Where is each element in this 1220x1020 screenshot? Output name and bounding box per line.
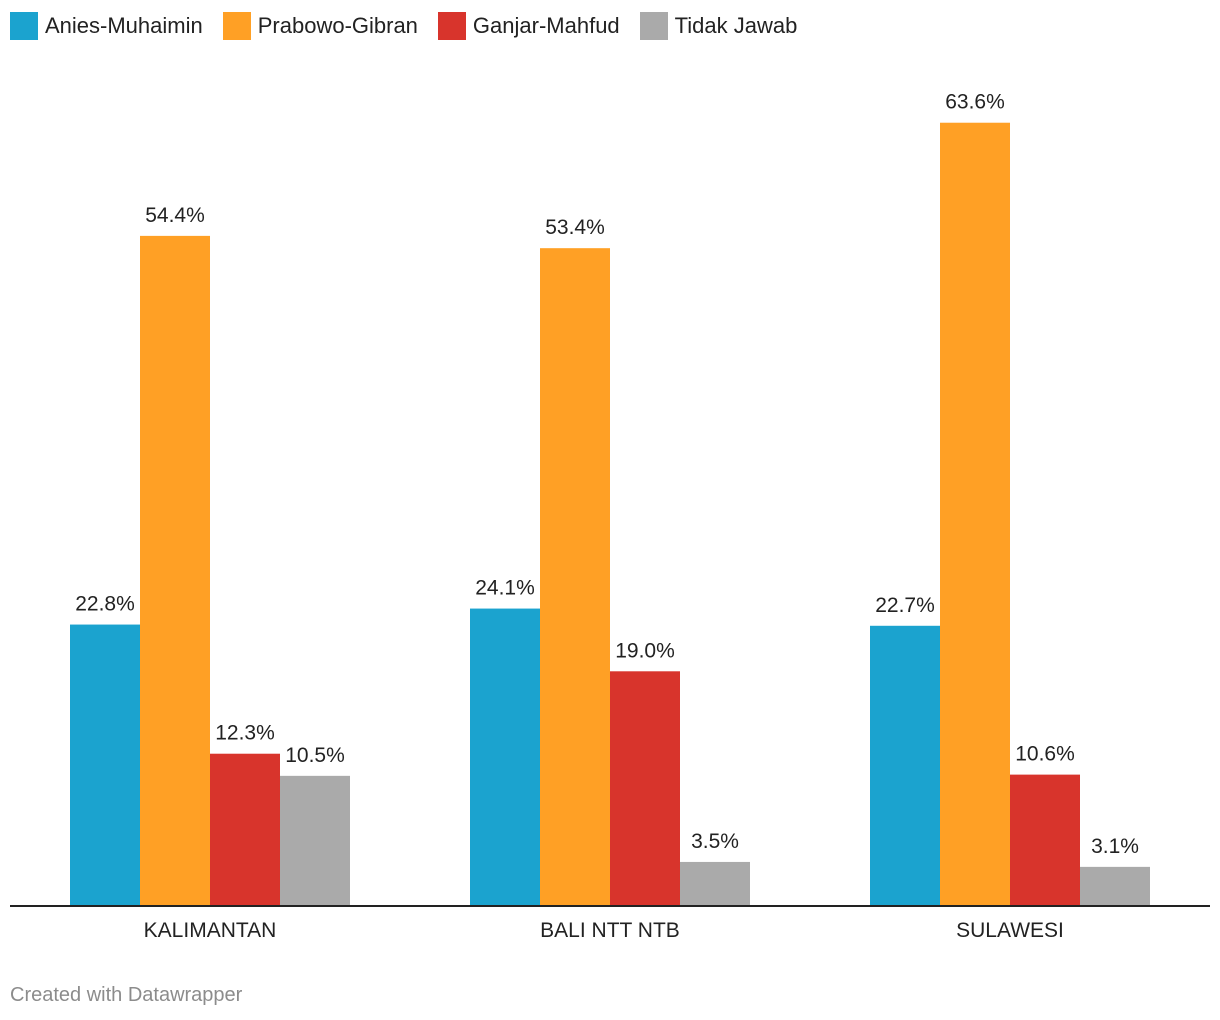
legend-label: Anies-Muhaimin <box>45 13 203 38</box>
bar-prabowo-gibran-kalimantan <box>140 235 210 905</box>
bar-tidak-jawab-bali-ntt-ntb <box>680 861 750 905</box>
data-label: 3.5% <box>691 830 739 853</box>
x-tick-label: BALI NTT NTB <box>540 919 680 942</box>
data-label: 24.1% <box>475 577 535 600</box>
legend-label: Ganjar-Mahfud <box>472 13 620 38</box>
bar-ganjar-mahfud-bali-ntt-ntb <box>610 671 680 905</box>
bar-tidak-jawab-sulawesi <box>1080 866 1150 905</box>
bar-anies-muhaimin-bali-ntt-ntb <box>470 608 540 905</box>
legend-item-ganjar-mahfud: Ganjar-Mahfud <box>437 12 620 40</box>
data-label: 10.5% <box>285 744 345 767</box>
data-label: 10.6% <box>1015 743 1075 766</box>
legend-swatch <box>10 12 38 40</box>
data-label: 12.3% <box>215 722 275 745</box>
bar-tidak-jawab-kalimantan <box>280 775 350 905</box>
data-label: 22.8% <box>75 593 135 616</box>
bar-prabowo-gibran-bali-ntt-ntb <box>540 248 610 905</box>
legend-item-anies-muhaimin: Anies-Muhaimin <box>10 12 203 40</box>
bar-anies-muhaimin-kalimantan <box>70 624 140 905</box>
bar-anies-muhaimin-sulawesi <box>870 625 940 905</box>
legend-label: Tidak Jawab <box>674 13 798 38</box>
data-label: 3.1% <box>1091 835 1139 858</box>
data-label: 54.4% <box>145 204 205 227</box>
chart-legend: Anies-Muhaimin Prabowo-Gibran Ganjar-Mah… <box>10 12 797 40</box>
data-label: 53.4% <box>545 216 605 239</box>
x-tick-label: KALIMANTAN <box>144 919 277 942</box>
data-label: 19.0% <box>615 639 675 662</box>
legend-label: Prabowo-Gibran <box>257 13 418 38</box>
bar-ganjar-mahfud-kalimantan <box>210 753 280 905</box>
data-label: 63.6% <box>945 91 1005 114</box>
bar-prabowo-gibran-sulawesi <box>940 122 1010 906</box>
legend-swatch <box>222 12 251 40</box>
x-tick-label: SULAWESI <box>956 919 1064 942</box>
footer-credit: Created with Datawrapper <box>10 984 243 1006</box>
bar-chart: 22.8% 54.4% 12.3% 10.5% KALIMANTAN 24.1% 53.4%… <box>10 91 1210 942</box>
legend-swatch <box>639 12 668 40</box>
bar-ganjar-mahfud-sulawesi <box>1010 774 1080 905</box>
legend-item-prabowo-gibran: Prabowo-Gibran <box>222 12 418 40</box>
data-label: 22.7% <box>875 594 935 617</box>
legend-item-tidak-jawab: Tidak Jawab <box>639 12 798 40</box>
legend-swatch <box>437 12 466 40</box>
